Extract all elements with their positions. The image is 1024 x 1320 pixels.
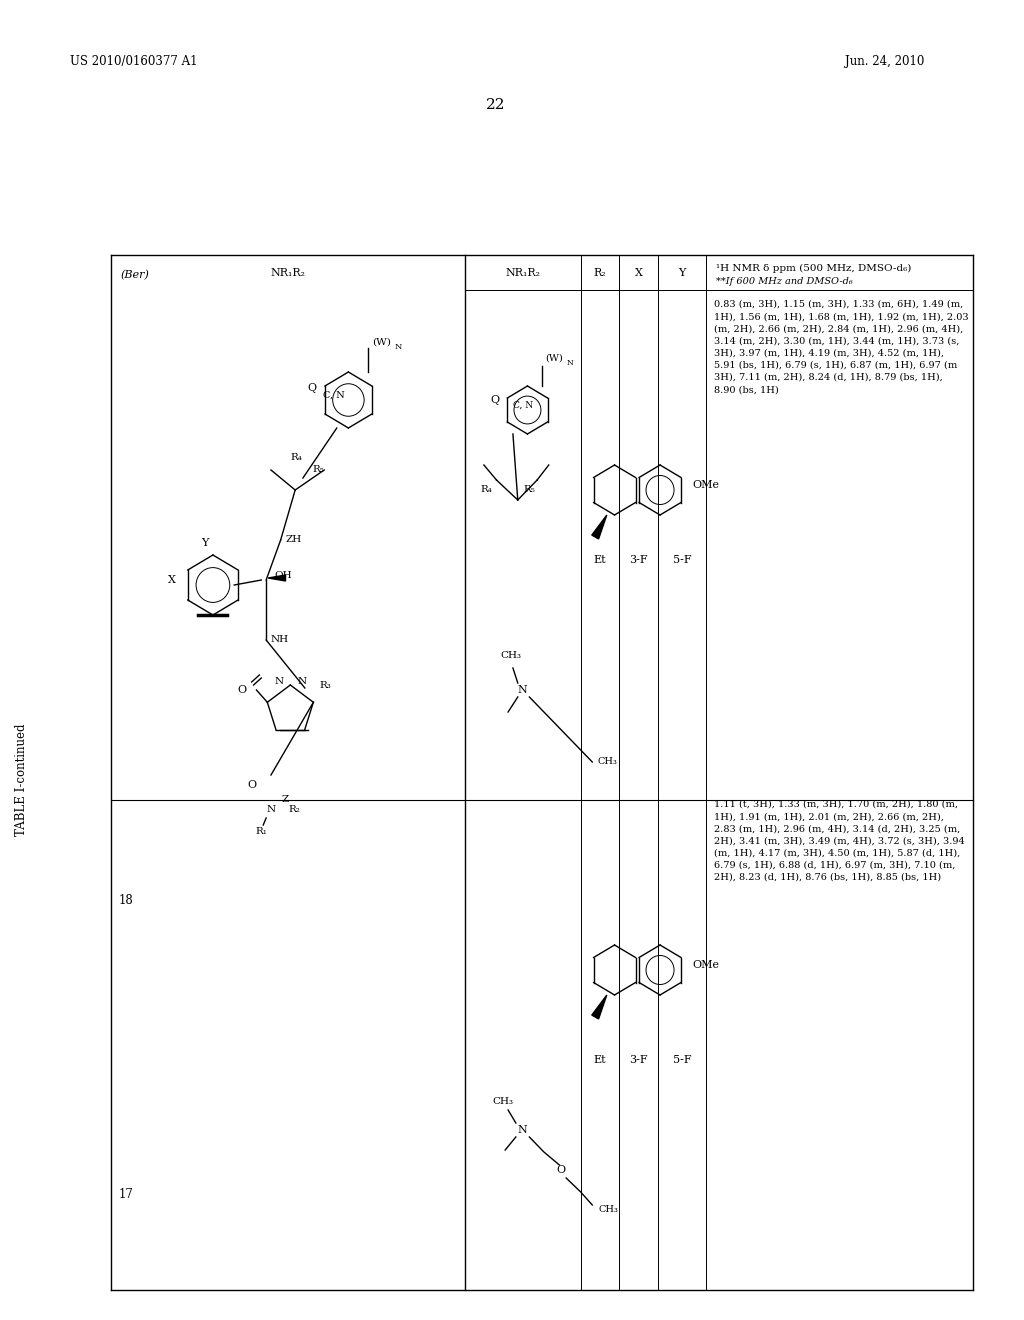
Text: R₂: R₂ bbox=[594, 268, 606, 279]
Text: NR₁R₂: NR₁R₂ bbox=[505, 268, 540, 279]
Text: (W): (W) bbox=[373, 338, 391, 346]
Text: 5-F: 5-F bbox=[673, 554, 691, 565]
Text: CH₃: CH₃ bbox=[598, 1205, 617, 1214]
Text: 3-F: 3-F bbox=[630, 554, 648, 565]
Text: 5-F: 5-F bbox=[673, 1055, 691, 1065]
Text: NR₁R₂: NR₁R₂ bbox=[270, 268, 305, 279]
Text: N: N bbox=[266, 805, 275, 814]
Text: N: N bbox=[566, 359, 572, 367]
Text: R₅: R₅ bbox=[523, 486, 536, 495]
Text: CH₃: CH₃ bbox=[501, 651, 521, 660]
Text: ¹H NMR δ ppm (500 MHz, DMSO-d₆): ¹H NMR δ ppm (500 MHz, DMSO-d₆) bbox=[716, 264, 911, 272]
Text: Q: Q bbox=[307, 383, 316, 393]
Text: (W): (W) bbox=[545, 354, 562, 363]
Text: C, N: C, N bbox=[323, 391, 345, 400]
Text: 18: 18 bbox=[119, 894, 134, 907]
Text: R₄: R₄ bbox=[291, 454, 302, 462]
Text: Et: Et bbox=[594, 1055, 606, 1065]
Text: Y: Y bbox=[202, 539, 209, 548]
Text: O: O bbox=[238, 685, 247, 696]
Text: R₅: R₅ bbox=[312, 466, 325, 474]
Text: Q: Q bbox=[489, 395, 499, 405]
Text: **If 600 MHz and DMSO-d₆: **If 600 MHz and DMSO-d₆ bbox=[716, 277, 853, 286]
Text: CH₃: CH₃ bbox=[493, 1097, 514, 1106]
Text: OMe: OMe bbox=[692, 480, 719, 490]
Text: 0.83 (m, 3H), 1.15 (m, 3H), 1.33 (m, 6H), 1.49 (m,
1H), 1.56 (m, 1H), 1.68 (m, 1: 0.83 (m, 3H), 1.15 (m, 3H), 1.33 (m, 6H)… bbox=[714, 300, 969, 395]
Text: X: X bbox=[168, 576, 176, 585]
Text: R₁: R₁ bbox=[255, 828, 267, 837]
Text: O: O bbox=[557, 1166, 566, 1175]
Text: OH: OH bbox=[273, 570, 292, 579]
Text: C, N: C, N bbox=[513, 400, 532, 409]
Text: 17: 17 bbox=[119, 1188, 134, 1201]
Text: N: N bbox=[395, 343, 402, 351]
Text: N: N bbox=[518, 685, 527, 696]
Text: 22: 22 bbox=[485, 98, 505, 112]
Text: X: X bbox=[635, 268, 643, 279]
Text: R₂: R₂ bbox=[289, 805, 300, 814]
Text: Z: Z bbox=[282, 796, 289, 804]
Text: CH₃: CH₃ bbox=[597, 758, 617, 767]
Polygon shape bbox=[592, 515, 607, 539]
Text: R₃: R₃ bbox=[319, 681, 331, 689]
Text: TABLE I-continued: TABLE I-continued bbox=[14, 723, 28, 837]
Text: ZH: ZH bbox=[286, 536, 302, 544]
Polygon shape bbox=[268, 576, 286, 581]
Text: Et: Et bbox=[594, 554, 606, 565]
Text: Y: Y bbox=[679, 268, 686, 279]
Text: R₄: R₄ bbox=[481, 486, 493, 495]
Text: US 2010/0160377 A1: US 2010/0160377 A1 bbox=[70, 55, 198, 69]
Polygon shape bbox=[592, 995, 607, 1019]
Text: 1.11 (t, 3H), 1.33 (m, 3H), 1.70 (m, 2H), 1.80 (m,
1H), 1.91 (m, 1H), 2.01 (m, 2: 1.11 (t, 3H), 1.33 (m, 3H), 1.70 (m, 2H)… bbox=[714, 800, 965, 882]
Text: 3-F: 3-F bbox=[630, 1055, 648, 1065]
Text: N: N bbox=[518, 1125, 527, 1135]
Text: OMe: OMe bbox=[692, 960, 719, 970]
Text: (Ber): (Ber) bbox=[121, 269, 150, 280]
Text: N: N bbox=[274, 677, 284, 686]
Text: N: N bbox=[297, 677, 306, 686]
Text: Jun. 24, 2010: Jun. 24, 2010 bbox=[845, 55, 925, 69]
Text: O: O bbox=[247, 780, 256, 789]
Text: NH: NH bbox=[271, 635, 289, 644]
